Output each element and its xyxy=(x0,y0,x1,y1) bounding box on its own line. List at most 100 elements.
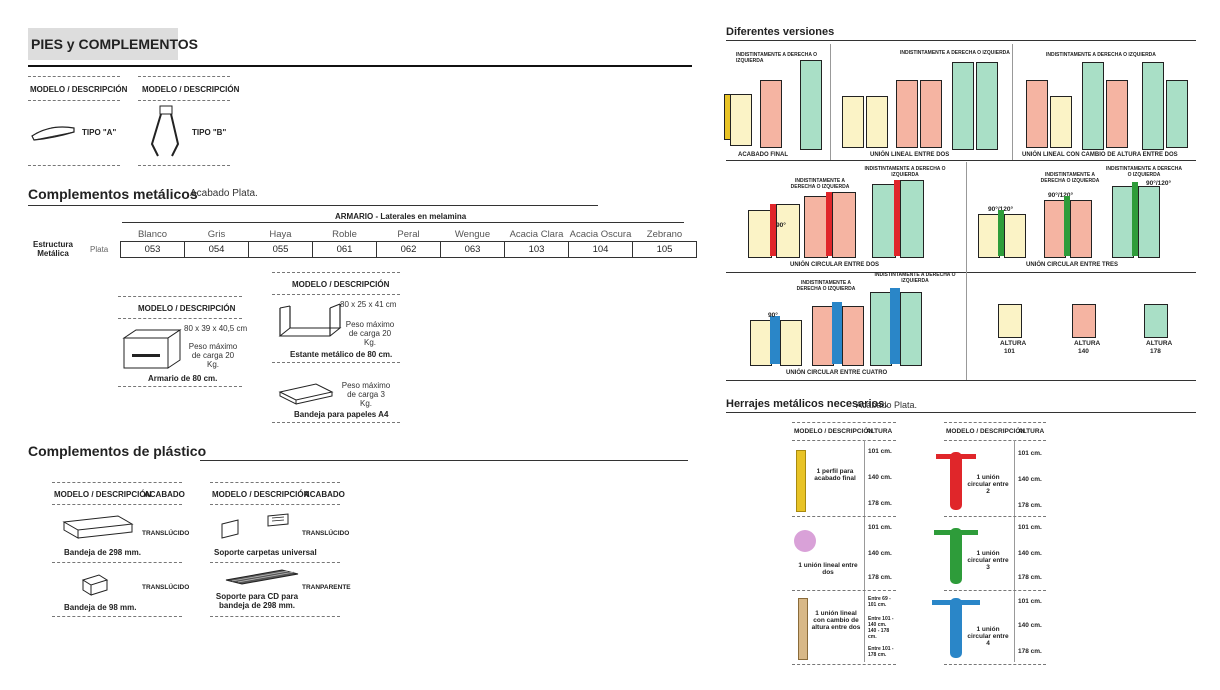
bandeja-a4-image xyxy=(278,383,334,405)
plastico-dash-l1 xyxy=(52,482,182,483)
bandeja-298-name: Bandeja de 298 mm. xyxy=(64,548,141,557)
circ4-joint-c xyxy=(890,288,900,364)
versiones-title: Diferentes versiones xyxy=(726,26,835,38)
cambio-panel-1 xyxy=(1026,80,1048,148)
plastico-dash-l4 xyxy=(52,616,182,617)
herr-lineal-desc: 1 unión lineal entre dos xyxy=(798,562,858,576)
circ4-panel-a xyxy=(750,320,772,366)
bandeja-a4-name: Bandeja para papeles A4 xyxy=(294,410,389,419)
circ2-indist-b: INDISTINTAMENTE A DERECHA O IZQUIERDA xyxy=(864,166,946,178)
color-name: Haya xyxy=(269,229,292,240)
circ4-panel-d xyxy=(842,306,864,366)
estante-dash-mid xyxy=(272,294,400,295)
code-cell: 055 xyxy=(248,241,313,258)
cambio-caption: UNIÓN LINEAL CON CAMBIO DE ALTURA ENTRE … xyxy=(1022,152,1178,158)
armario-dims: 80 x 39 x 40,5 cm xyxy=(184,324,248,333)
altura-value-178: 178 xyxy=(1150,348,1161,355)
bandeja-98-name: Bandeja de 98 mm. xyxy=(64,603,137,612)
code-cell: 104 xyxy=(568,241,633,258)
cambio-panel-2 xyxy=(1050,96,1072,148)
lineal-panel-178b xyxy=(976,62,998,150)
armario-row-label: Estructura Metálica xyxy=(32,240,73,258)
estante-dims: 80 x 25 x 41 cm xyxy=(340,300,397,309)
plastico-dash-r4 xyxy=(210,616,340,617)
acabado-panel-101 xyxy=(730,94,752,146)
soporte-cd-name: Soporte para CD para bandeja de 298 mm. xyxy=(215,592,299,610)
circ2-panel-d xyxy=(832,192,856,258)
bandeja-298-acabado: TRANSLÚCIDO xyxy=(142,530,190,537)
code-cell: 103 xyxy=(504,241,569,258)
estante-dash-bot xyxy=(272,362,400,363)
herr-perfil-desc: 1 perfil para acabado final xyxy=(814,468,856,482)
herr-perfil-image xyxy=(796,450,806,512)
circ2-panel-c xyxy=(804,196,828,258)
circ2-panel-f xyxy=(900,180,924,258)
soporte-cd-image xyxy=(225,569,299,585)
herr-r-col xyxy=(1014,440,1015,662)
versiones-div-2 xyxy=(1012,44,1013,160)
bandeja-a4-peso: Peso máximo de carga 3 Kg. xyxy=(341,381,391,408)
circ4-indist-a: INDISTINTAMENTE A DERECHA O IZQUIERDA xyxy=(796,280,856,292)
herr-circ3-alt-0: 101 cm. xyxy=(1018,524,1042,531)
pies-dash-a3 xyxy=(28,165,120,166)
versiones-row1-rule xyxy=(726,160,1196,161)
herr-circ4-alt-2: 178 cm. xyxy=(1018,648,1042,655)
circ4-indist-b: INDISTINTAMENTE A DERECHA O IZQUIERDA xyxy=(874,272,956,284)
plastico-header-acabado-r: ACABADO xyxy=(304,490,345,499)
code-cell: 062 xyxy=(376,241,441,258)
pie-tipo-b-image xyxy=(150,105,180,157)
herr-r-dash-3 xyxy=(944,664,1046,665)
herr-circ3-alt-2: 178 cm. xyxy=(1018,574,1042,581)
circ3-indist-a: INDISTINTAMENTE A DERECHA O IZQUIERDA xyxy=(1040,172,1100,184)
plastico-dash-r1 xyxy=(210,482,340,483)
circ3-joint-b xyxy=(1064,196,1070,256)
pies-dash-b3 xyxy=(138,165,230,166)
bandeja-98-acabado: TRANSLÚCIDO xyxy=(142,584,190,591)
circ2-angle: 90° xyxy=(776,222,786,229)
circ2-joint-a xyxy=(770,204,776,256)
acabado-caption: ACABADO FINAL xyxy=(738,152,788,158)
plastico-rule xyxy=(200,460,688,461)
circ2-joint-c xyxy=(894,180,900,256)
herr-r-dash-h xyxy=(944,440,1046,441)
lineal-panel-140b xyxy=(920,80,942,148)
plastico-dash-r3 xyxy=(210,562,340,563)
herr-cambio-alt-0: Entre 69 - 101 cm. xyxy=(868,596,891,608)
color-name: Peral xyxy=(397,229,420,240)
altura-value-140: 140 xyxy=(1078,348,1089,355)
herr-lineal-alt-1: 140 cm. xyxy=(868,550,892,557)
pies-dash-b2 xyxy=(138,100,230,101)
code-cell: 053 xyxy=(120,241,185,258)
metalicos-subtitle: Acabado Plata. xyxy=(190,188,258,199)
pie-tipo-a-label: TIPO "A" xyxy=(82,128,117,137)
circ3-panel-b xyxy=(1004,214,1026,258)
plastico-title: Complementos de plástico xyxy=(28,443,207,459)
lineal-indist: INDISTINTAMENTE A DERECHA O IZQUIERDA xyxy=(900,50,1010,56)
metalicos-title: Complementos metálicos xyxy=(28,186,198,202)
circ3-panel-a xyxy=(978,214,1000,258)
pies-title-box xyxy=(28,28,178,60)
circ4-angle: 90° xyxy=(768,312,778,319)
herr-circ4-desc: 1 unión circular entre 4 xyxy=(967,626,1009,647)
pies-rule xyxy=(28,65,692,67)
herr-l-header-model: MODELO / DESCRIPCIÓN xyxy=(794,428,874,435)
acabado-panel-178 xyxy=(800,60,822,150)
herr-circ4-alt-1: 140 cm. xyxy=(1018,622,1042,629)
versiones-div-3 xyxy=(966,162,967,380)
herr-perfil-alt-0: 101 cm. xyxy=(868,448,892,455)
herr-l-dash-2 xyxy=(792,590,896,591)
versiones-div-1 xyxy=(830,44,831,160)
circ4-panel-b xyxy=(780,320,802,366)
code-cell: 054 xyxy=(184,241,249,258)
herr-circ4-alt-0: 101 cm. xyxy=(1018,598,1042,605)
herr-lineal-alt-0: 101 cm. xyxy=(868,524,892,531)
pies-dash-a2 xyxy=(28,100,120,101)
lineal-panel-178a xyxy=(952,62,974,150)
pies-header-a: MODELO / DESCRIPCIÓN xyxy=(30,85,128,94)
herr-perfil-alt-2: 178 cm. xyxy=(868,500,892,507)
armario-peso: Peso máximo de carga 20 Kg. xyxy=(188,342,238,369)
altura-label-101: ALTURA xyxy=(1000,340,1027,347)
herr-cambio-desc: 1 unión lineal con cambio de altura entr… xyxy=(811,610,861,631)
armario-color-row: Blanco Gris Haya Roble Peral Wengue Acac… xyxy=(121,228,697,242)
herr-circ2-desc: 1 unión circular entre 2 xyxy=(967,474,1009,495)
